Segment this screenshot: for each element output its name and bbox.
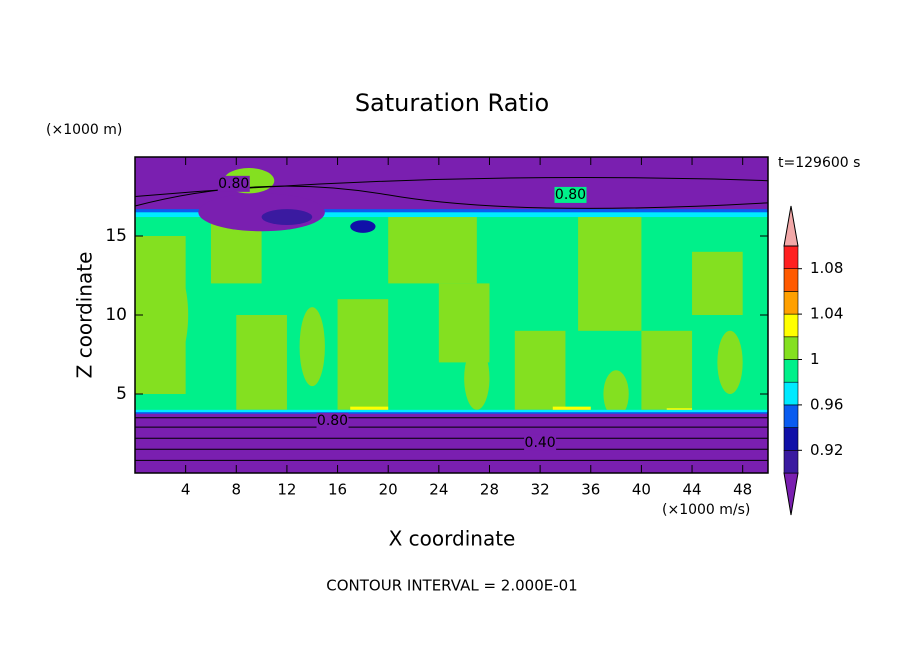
x-tick-label: 8 — [232, 481, 242, 499]
colorbar-tick-label: 1 — [810, 350, 820, 368]
contour-region — [717, 330, 743, 394]
contour-label: 0.80 — [218, 176, 249, 192]
contour-region — [135, 409, 768, 414]
contour-region — [157, 267, 189, 363]
colorbar-tick-label: 1.04 — [810, 305, 843, 323]
footer-note: CONTOUR INTERVAL = 2.000E-01 — [326, 577, 577, 595]
colorbar-extend-high — [783, 205, 799, 247]
colorbar-box — [783, 381, 799, 406]
x-tick-label: 20 — [379, 481, 398, 499]
x-tick-label: 4 — [181, 481, 191, 499]
x-tick-label: 12 — [277, 481, 296, 499]
contour-region — [578, 204, 642, 331]
colorbar-box — [783, 291, 799, 315]
y-tick-label: 5 — [116, 384, 127, 404]
colorbar-tick-label: 0.96 — [810, 395, 843, 413]
colorbar-tick-label: 1.08 — [810, 259, 843, 277]
x-tick-label: 40 — [632, 481, 651, 499]
contour-region — [337, 299, 389, 410]
y-axis-label: Z coordinate — [73, 252, 97, 379]
contour-field: 0.80 0.80 0.80 0.40 — [134, 157, 769, 473]
contour-region — [388, 204, 477, 284]
colorbar-box — [783, 268, 799, 292]
x-tick-label: 32 — [531, 481, 550, 499]
x-axis-label: X coordinate — [389, 527, 516, 551]
chart-title: Saturation Ratio — [355, 89, 549, 117]
colorbar-extend-low — [783, 472, 799, 516]
colorbar-box — [783, 336, 799, 360]
contour-region — [135, 413, 768, 473]
x-tick-label: 24 — [429, 481, 448, 499]
contour-label: 0.80 — [317, 413, 348, 429]
y-unit: (×1000 m) — [46, 122, 122, 138]
colorbar-box — [783, 427, 799, 451]
label-backing — [524, 434, 557, 451]
contour-region — [552, 406, 591, 412]
contour-region — [236, 315, 287, 410]
label-backing — [554, 186, 587, 203]
time-label: t=129600 s — [778, 155, 860, 171]
colorbar-tick-label: 0.92 — [810, 441, 843, 459]
y-tick-label: 15 — [105, 226, 127, 246]
contour-region — [514, 330, 566, 410]
x-tick-label: 16 — [328, 481, 347, 499]
x-tick-label: 44 — [682, 481, 701, 499]
x-tick-label: 28 — [480, 481, 499, 499]
contour-region — [603, 370, 629, 418]
x-tick-label: 48 — [733, 481, 752, 499]
contour-region — [350, 406, 389, 412]
contour-region — [135, 207, 768, 213]
contour-label: 0.80 — [555, 187, 586, 203]
contour-region — [464, 346, 490, 410]
contour-region — [135, 412, 768, 415]
contour-region — [692, 251, 743, 315]
label-backing — [217, 175, 250, 192]
x-unit: (×1000 m/s) — [662, 502, 750, 518]
colorbar-box — [783, 404, 799, 428]
contour-label: 0.40 — [525, 435, 556, 451]
colorbar-box — [783, 359, 799, 383]
y-tick-label: 10 — [105, 305, 127, 325]
contour-region — [350, 220, 376, 233]
label-backing — [316, 412, 349, 429]
colorbar-box — [783, 245, 799, 270]
contour-region — [261, 209, 313, 225]
x-tick-label: 36 — [581, 481, 600, 499]
colorbar-box — [783, 449, 799, 474]
contour-region — [641, 330, 693, 410]
contour-region — [135, 210, 768, 218]
colorbar-box — [783, 313, 799, 338]
contour-region — [299, 307, 325, 387]
